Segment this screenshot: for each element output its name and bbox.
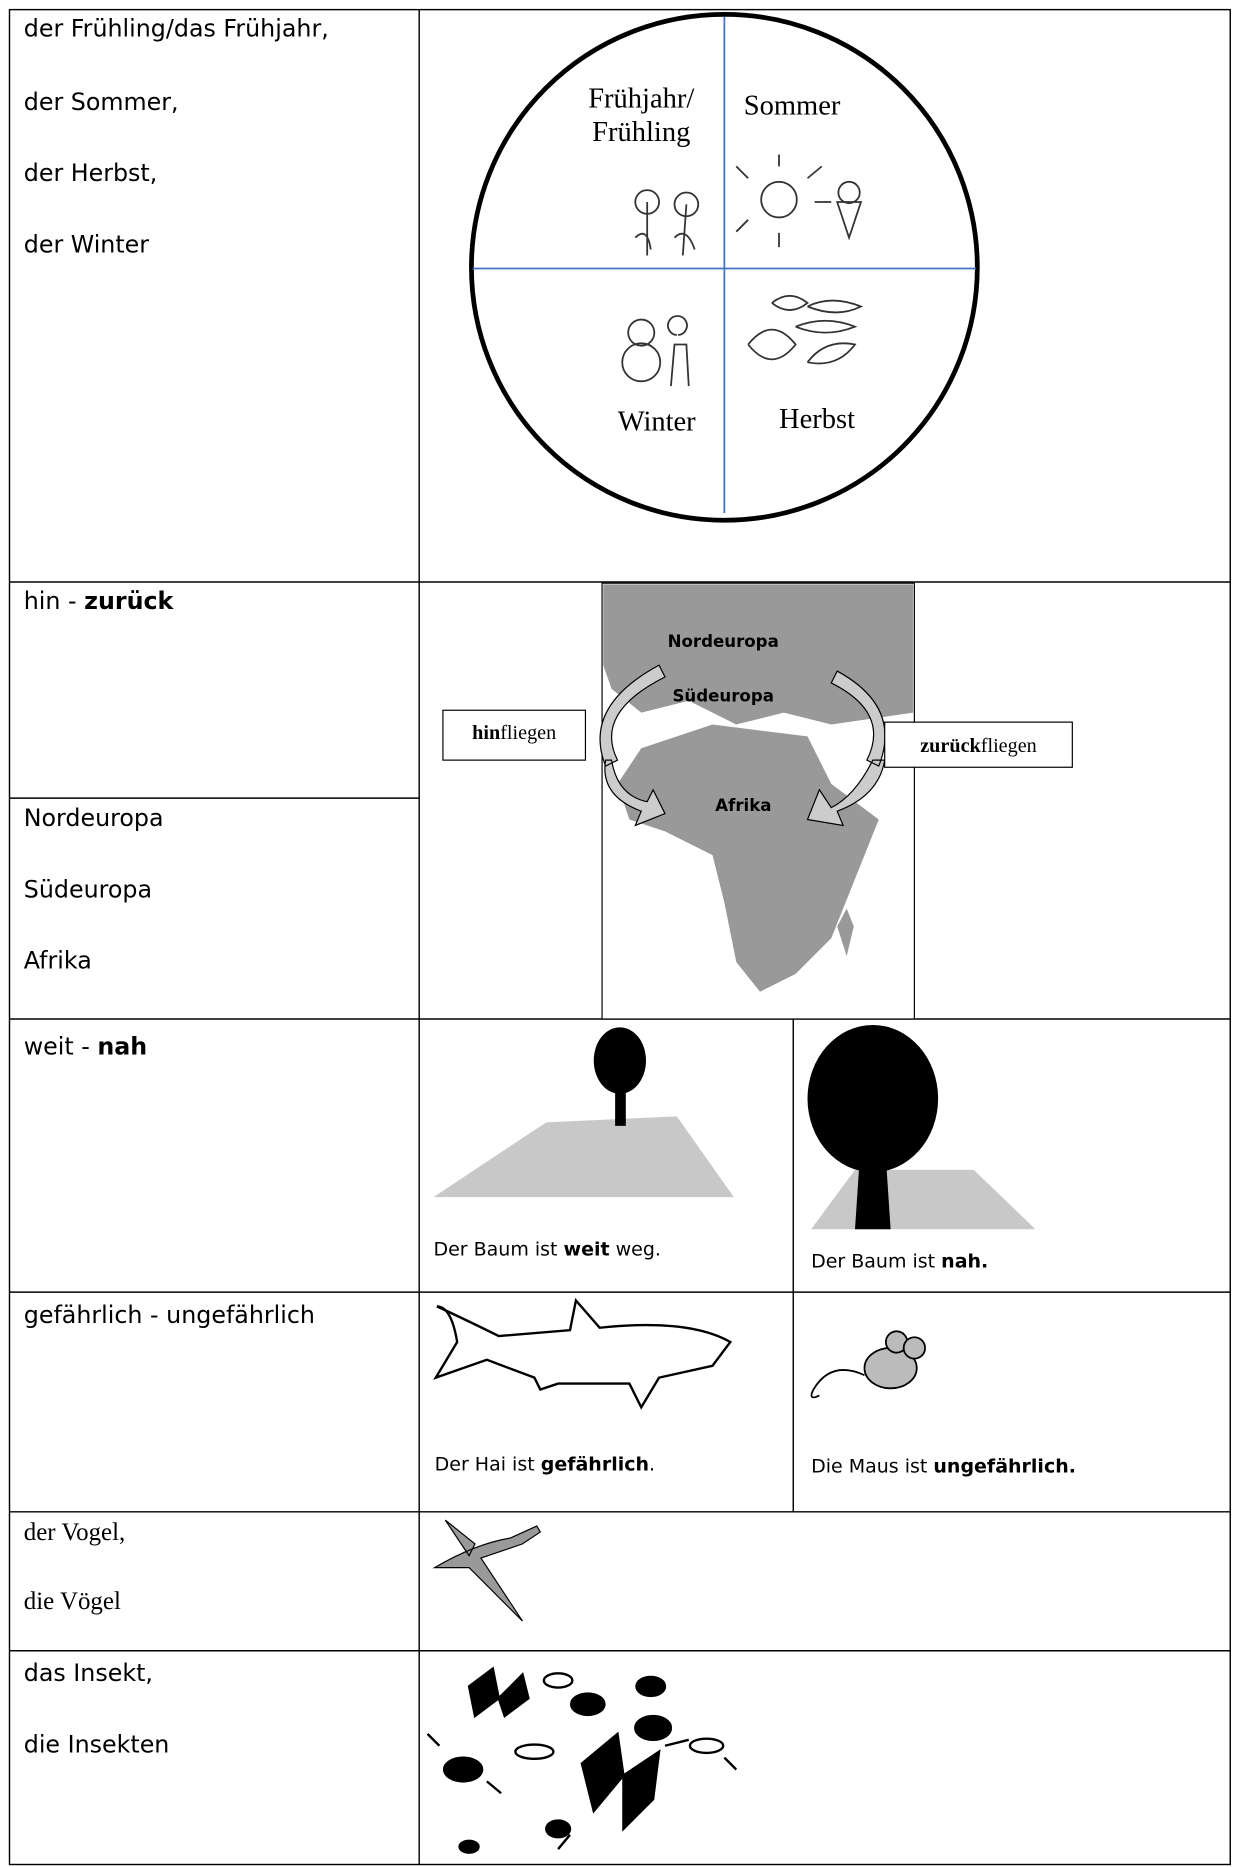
term: der Herbst, — [24, 159, 158, 187]
table-grid — [8, 8, 1231, 1866]
term: Nordeuropa — [24, 804, 164, 832]
caption: Der Baum ist weit weg. — [433, 1238, 661, 1260]
tree-far — [433, 1027, 734, 1198]
term: der Sommer, — [24, 88, 179, 116]
season-label: Frühling — [592, 117, 690, 148]
insects — [426, 1666, 738, 1854]
term: Afrika — [24, 947, 92, 975]
term: das Insekt, — [24, 1659, 153, 1687]
box-label: zurückfliegen — [920, 735, 1037, 757]
term: Südeuropa — [24, 875, 152, 903]
season-label: Winter — [618, 407, 696, 438]
map-label: Afrika — [715, 796, 771, 815]
bird — [432, 1519, 542, 1622]
word-pair: gefährlich - ungefährlich — [24, 1300, 315, 1328]
mouse — [810, 1330, 926, 1399]
caption: Der Baum ist nah. — [811, 1250, 988, 1272]
map-label: Nordeuropa — [668, 632, 779, 651]
label-box — [442, 709, 587, 761]
term: der Frühling/das Frühjahr, — [24, 14, 329, 42]
season-label: Herbst — [779, 404, 855, 435]
word-pair: hin - zurück — [24, 587, 175, 615]
term: die Insekten — [24, 1730, 170, 1758]
map-label: Südeuropa — [672, 687, 773, 706]
label-box — [884, 721, 1073, 768]
caption: Der Hai ist gefährlich. — [435, 1453, 655, 1475]
tree-near — [807, 1024, 1036, 1230]
word-pair: weit - nah — [24, 1032, 147, 1060]
term: die Vögel — [24, 1588, 121, 1615]
box-label: hinfliegen — [472, 722, 556, 744]
map: Nordeuropa Südeuropa Afrika — [599, 582, 915, 1020]
shark — [433, 1297, 733, 1410]
seasons-circle: Frühjahr/ Frühling Sommer Winter Herbst — [469, 11, 980, 523]
season-label: Frühjahr/ — [588, 84, 694, 115]
caption: Die Maus ist ungefährlich. — [811, 1455, 1076, 1477]
term: der Vogel, — [24, 1519, 126, 1546]
season-label: Sommer — [744, 91, 841, 122]
term: der Winter — [24, 230, 150, 258]
